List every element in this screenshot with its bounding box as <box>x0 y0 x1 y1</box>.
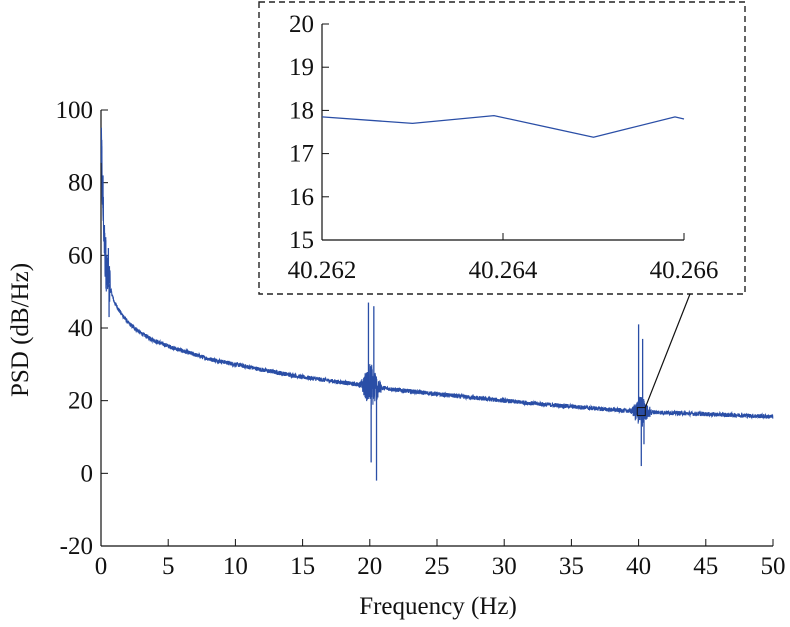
x-tick-label: 40 <box>626 553 651 580</box>
y-tick-label: 20 <box>68 388 93 415</box>
x-tick-label: 10 <box>223 553 248 580</box>
inset-x-tick-label: 40.266 <box>650 257 719 284</box>
y-tick-label: 100 <box>56 97 94 124</box>
inset-x-tick-label: 40.262 <box>288 257 357 284</box>
y-tick-label: 60 <box>68 242 93 269</box>
inset-x-tick-label: 40.264 <box>469 257 538 284</box>
y-tick-label: 40 <box>68 315 93 342</box>
x-tick-label: 5 <box>162 553 175 580</box>
psd-series-line <box>100 127 774 427</box>
x-tick-label: 45 <box>693 553 718 580</box>
y-tick-label: -20 <box>60 533 93 560</box>
x-tick-label: 50 <box>761 553 786 580</box>
x-tick-label: 30 <box>492 553 517 580</box>
y-tick-label: 80 <box>68 170 93 197</box>
inset-y-tick-label: 16 <box>289 184 314 211</box>
x-tick-label: 0 <box>95 553 108 580</box>
inset-series-line <box>321 114 685 138</box>
inset-y-tick-label: 15 <box>289 227 314 254</box>
inset-y-tick-label: 19 <box>289 54 314 81</box>
x-tick-label: 20 <box>357 553 382 580</box>
inset-connector-line <box>644 293 691 408</box>
zoom-marker <box>636 407 646 417</box>
inset-y-tick-label: 20 <box>289 11 314 38</box>
x-axis-title: Frequency (Hz) <box>359 593 517 620</box>
y-axis-title: PSD (dB/Hz) <box>7 263 34 397</box>
inset-plot: 15 16 17 18 19 20 40.262 40.264 40.266 <box>258 1 746 417</box>
inset-frame <box>258 1 746 295</box>
x-tick-label: 25 <box>425 553 450 580</box>
inset-y-tick-label: 18 <box>289 97 314 124</box>
x-tick-label: 35 <box>559 553 584 580</box>
inset-y-tick-label: 17 <box>289 141 314 168</box>
x-tick-label: 15 <box>290 553 315 580</box>
y-tick-label: 0 <box>81 460 94 487</box>
